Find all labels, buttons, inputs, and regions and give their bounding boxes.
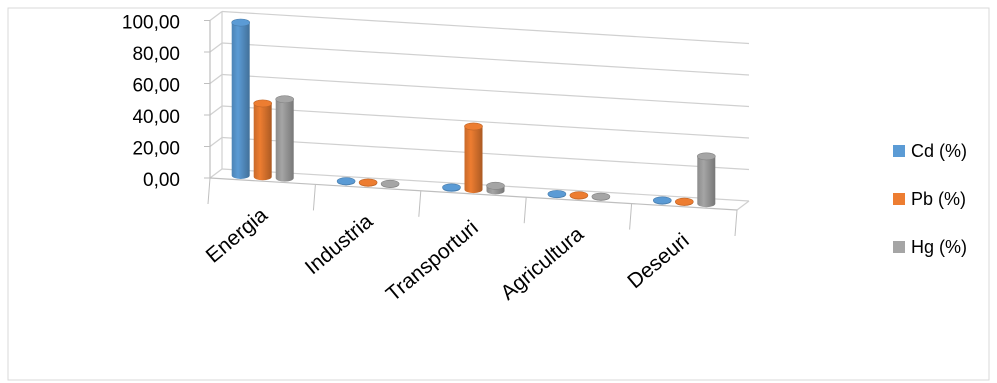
- bar-body: [697, 156, 716, 208]
- grid-lines: [209, 10, 750, 202]
- legend-swatch: [893, 145, 905, 157]
- bar: [336, 177, 356, 186]
- y-tick-label: 20,00: [132, 139, 180, 160]
- floor-right-edge: [736, 200, 750, 211]
- bar-top: [231, 18, 250, 27]
- bar: [275, 95, 295, 182]
- legend-label: Pb (%): [911, 189, 966, 209]
- bar-top: [275, 95, 295, 104]
- x-tick-mark: [734, 209, 738, 237]
- bar: [380, 179, 400, 189]
- gridline: [221, 10, 750, 45]
- bar-top: [569, 191, 589, 200]
- gridline-side: [209, 42, 223, 53]
- bar: [591, 192, 611, 201]
- gridline-side: [209, 105, 223, 116]
- x-tick-mark: [523, 197, 527, 224]
- y-tick-label: 60,00: [132, 76, 180, 97]
- legend-label: Cd (%): [911, 141, 967, 161]
- gridline-side: [209, 137, 223, 147]
- bar-top: [358, 178, 378, 187]
- bar-top: [380, 179, 400, 188]
- bar: [569, 191, 589, 200]
- x-axis-line: [209, 177, 738, 211]
- y-tick-label: 40,00: [132, 107, 180, 128]
- bar-top: [336, 177, 356, 186]
- bar-top: [442, 183, 461, 192]
- y-tick-label: 100,00: [122, 13, 180, 34]
- bar: [652, 196, 672, 205]
- legend-swatch: [893, 241, 905, 253]
- bar: [231, 18, 250, 179]
- gridline: [221, 42, 750, 76]
- bar-top: [486, 181, 505, 190]
- bar: [696, 152, 716, 208]
- bar-top: [547, 190, 567, 198]
- bar-body: [464, 126, 483, 194]
- y-tick-label: 80,00: [132, 44, 180, 65]
- x-tick-mark: [312, 184, 316, 211]
- bar: [464, 122, 483, 194]
- bar-body: [231, 22, 250, 179]
- bar: [486, 181, 505, 195]
- gridline: [221, 168, 750, 202]
- gridline-side: [209, 11, 223, 21]
- y-axis-tick-labels: 0,00 20,00 40,00 60,00 80,00 100,00: [122, 13, 180, 192]
- bar-top: [591, 192, 611, 201]
- bar-top: [652, 196, 672, 205]
- x-tick-mark: [207, 177, 211, 205]
- bar: [674, 197, 694, 206]
- legend-label: Hg (%): [911, 237, 967, 257]
- gridline: [221, 136, 750, 171]
- bar: [442, 183, 461, 192]
- axes: [204, 11, 750, 237]
- y-tick-label: 0,00: [143, 170, 180, 191]
- bar-top: [674, 197, 694, 206]
- bar-body: [253, 103, 272, 181]
- bar-body: [275, 99, 294, 182]
- gridline: [221, 105, 750, 139]
- legend-swatch: [893, 193, 905, 205]
- bar-top: [253, 99, 273, 108]
- legend: Cd (%) Pb (%) Hg (%): [893, 141, 967, 257]
- bar: [253, 99, 273, 181]
- gridline-side: [209, 74, 223, 84]
- bar: [547, 190, 567, 199]
- gridline-side: [209, 168, 223, 179]
- bar-top: [696, 152, 716, 161]
- gridline: [221, 73, 750, 108]
- bar: [358, 178, 378, 187]
- bar-top: [464, 122, 483, 131]
- x-tick-mark: [418, 190, 422, 217]
- x-tick-mark: [629, 203, 633, 230]
- bars: [231, 18, 716, 208]
